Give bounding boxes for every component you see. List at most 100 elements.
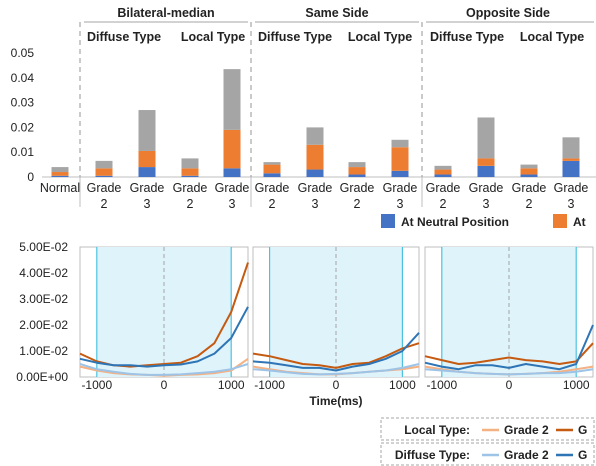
bar-segment-at-neutral-position — [562, 160, 580, 177]
bar-segment-at-neutral-position — [223, 168, 241, 177]
bar-category-label: Normal — [40, 181, 80, 195]
bar-category-label: 2 — [187, 197, 194, 211]
group-header: Opposite Side — [466, 6, 550, 20]
line-xtick-label: -1000 — [81, 378, 112, 392]
x-axis-title: Time(ms) — [309, 394, 362, 408]
bar-segment-series-2 — [51, 167, 69, 173]
bar-segment-at — [391, 147, 409, 171]
bar-category-label: Grade — [87, 181, 122, 195]
bar-category-label: 3 — [229, 197, 236, 211]
line-panel-3 — [424, 246, 594, 378]
legend-row-box — [380, 417, 595, 441]
bar-category-label: Grade — [383, 181, 418, 195]
legend-item-label: Grade 2 — [504, 448, 549, 462]
bar-segment-at — [223, 129, 241, 169]
legend-row-label: Diffuse Type: — [395, 448, 470, 462]
series-line-diffuse-type-grade-3 — [424, 324, 594, 371]
bar-segment-series-2 — [477, 117, 495, 159]
series-line-diffuse-type-grade-3 — [252, 332, 420, 372]
legend-swatch — [381, 214, 395, 228]
bar-segment-series-2 — [306, 127, 324, 145]
bar-segment-series-2 — [391, 139, 409, 148]
bar-category-label: 3 — [144, 197, 151, 211]
bar-segment-series-2 — [138, 110, 156, 151]
legend-item-label: G — [578, 448, 587, 462]
bar-category-label: Grade — [298, 181, 333, 195]
bar-category-label: 3 — [397, 197, 404, 211]
series-line-diffuse-type-grade-2 — [424, 368, 594, 376]
bar-segment-at — [306, 144, 324, 170]
bar-category-label: Grade — [426, 181, 461, 195]
legend-label: At — [573, 215, 586, 229]
bar-category-label: Grade — [469, 181, 504, 195]
bar-segment-at-neutral-position — [263, 173, 281, 177]
line-ytick-label: 1.00E-02 — [19, 344, 68, 358]
bar-segment-at — [348, 167, 366, 175]
bar-category-label: 2 — [440, 197, 447, 211]
bar-category-label: Grade — [512, 181, 547, 195]
line-ytick-label: 2.00E-02 — [19, 318, 68, 332]
line-xtick-label: 0 — [506, 378, 513, 392]
bar-ytick-label: 0.03 — [11, 96, 35, 110]
bar-segment-series-2 — [434, 165, 452, 170]
line-xtick-label: 0 — [161, 378, 168, 392]
bar-segment-at — [477, 158, 495, 166]
line-xtick-label: 1000 — [563, 378, 590, 392]
line-panel-1 — [79, 246, 249, 378]
bar-segment-at — [263, 164, 281, 174]
bar-category-label: Grade — [554, 181, 589, 195]
bar-segment-at — [434, 169, 452, 175]
bar-category-label: 2 — [354, 197, 361, 211]
bar-category-label: 3 — [312, 197, 319, 211]
line-ytick-label: 3.00E-02 — [19, 292, 68, 306]
legend-item-label: G — [578, 423, 587, 437]
bar-segment-at-neutral-position — [95, 175, 113, 177]
subgroup-header: Diffuse Type — [258, 30, 332, 44]
bar-category-label: 3 — [568, 197, 575, 211]
bar-segment-at — [562, 158, 580, 161]
bar-segment-at-neutral-position — [434, 174, 452, 177]
bar-ytick-label: 0.02 — [11, 120, 35, 134]
bar-segment-series-2 — [223, 69, 241, 130]
bar-segment-series-2 — [263, 162, 281, 165]
bar-segment-at-neutral-position — [181, 175, 199, 177]
subgroup-header: Local Type — [181, 30, 245, 44]
bar-segment-series-2 — [95, 160, 113, 169]
series-line-diffuse-type-grade-2 — [252, 363, 420, 376]
group-header: Bilateral-median — [117, 6, 214, 20]
bar-ytick-label: 0 — [27, 170, 34, 184]
bar-category-label: 2 — [269, 197, 276, 211]
bar-segment-at-neutral-position — [306, 169, 324, 177]
bar-category-label: Grade — [173, 181, 208, 195]
subgroup-header: Diffuse Type — [87, 30, 161, 44]
bar-segment-at — [138, 150, 156, 168]
bar-segment-series-2 — [181, 158, 199, 169]
legend-item-label: Grade 2 — [504, 423, 549, 437]
bar-segment-at-neutral-position — [51, 175, 69, 177]
legend-row-box — [380, 442, 595, 466]
bar-segment-series-2 — [348, 162, 366, 168]
series-line-diffuse-type-grade-2 — [79, 363, 249, 376]
line-panel-2 — [252, 246, 420, 378]
bar-category-label: Grade — [215, 181, 250, 195]
line-xtick-label: 1000 — [389, 378, 416, 392]
bar-ytick-label: 0.01 — [11, 145, 35, 159]
line-ytick-label: 0.00E+00 — [16, 370, 68, 384]
bar-segment-at-neutral-position — [138, 167, 156, 177]
subgroup-header: Diffuse Type — [430, 30, 504, 44]
legend-row-label: Local Type: — [404, 423, 470, 437]
series-line-local-type-grade-3 — [252, 342, 420, 369]
group-header: Same Side — [305, 6, 368, 20]
series-line-local-type-grade-3 — [424, 342, 594, 365]
bar-segment-series-2 — [520, 164, 538, 169]
line-legend: Local Type: Grade 2 G Diffuse Type: Grade 2 G — [380, 417, 595, 466]
bar-ytick-label: 0.04 — [11, 71, 35, 85]
subgroup-header: Local Type — [348, 30, 412, 44]
line-ytick-label: 5.00E-02 — [19, 240, 68, 254]
bar-segment-at — [181, 168, 199, 176]
bar-segment-at — [51, 172, 69, 176]
line-xtick-label: 1000 — [218, 378, 245, 392]
subgroup-header: Local Type — [520, 30, 584, 44]
bar-category-label: 2 — [526, 197, 533, 211]
